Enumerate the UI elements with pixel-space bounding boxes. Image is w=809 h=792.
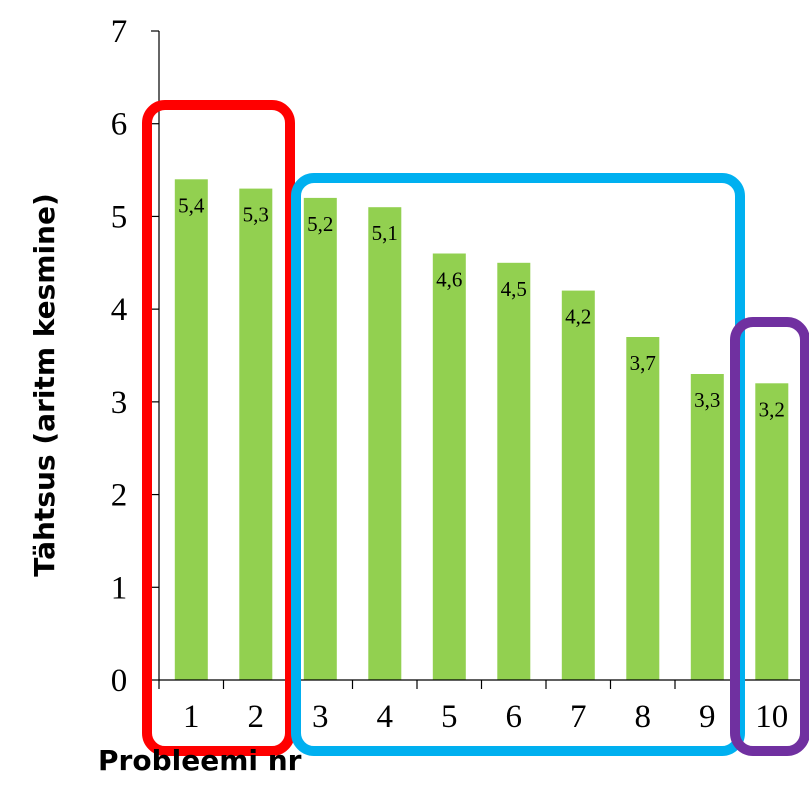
y-tick-labels: 0 1 2 3 4 5 6 7 [111, 14, 128, 699]
x-tick-label-3: 3 [312, 699, 329, 735]
data-label-9: 3,3 [694, 388, 720, 412]
bar-2 [239, 188, 273, 680]
bar-4 [368, 207, 402, 680]
x-tick-label-7: 7 [570, 699, 587, 735]
data-label-7: 4,2 [565, 305, 591, 329]
y-tick-label-6: 6 [111, 107, 128, 143]
x-axis-title: Probleemi nr [98, 744, 302, 777]
x-tick-label-9: 9 [699, 699, 716, 735]
x-tick-label-6: 6 [506, 699, 523, 735]
x-tick-label-4: 4 [377, 699, 394, 735]
y-tick-label-2: 2 [111, 478, 128, 514]
group-box-3 [730, 317, 809, 756]
data-label-6: 4,5 [501, 277, 527, 301]
y-tick-label-5: 5 [111, 199, 128, 235]
data-label-8: 3,7 [630, 351, 656, 375]
y-axis-title: Tähtsus (aritm kesmine) [28, 193, 61, 577]
x-tick-label-2: 2 [248, 699, 265, 735]
bar-5 [432, 253, 466, 680]
bar-1 [174, 179, 208, 681]
bar-7 [561, 290, 595, 680]
data-label-3: 5,2 [307, 212, 333, 236]
x-tick-label-8: 8 [635, 699, 652, 735]
data-label-1: 5,4 [178, 193, 205, 217]
bar-9 [690, 374, 724, 680]
y-tick-label-3: 3 [111, 385, 128, 421]
bars-layer [174, 179, 789, 681]
data-label-2: 5,3 [243, 203, 269, 227]
y-tick-label-4: 4 [111, 292, 128, 328]
data-labels-layer: 5,4 5,3 5,2 5,1 4,6 4,5 4,2 3,7 3,3 3,2 [178, 193, 785, 421]
data-label-5: 4,6 [436, 268, 462, 292]
y-tick-label-7: 7 [111, 14, 128, 50]
data-label-10: 3,2 [759, 397, 785, 421]
data-label-4: 5,1 [372, 221, 398, 245]
bar-10 [755, 383, 789, 680]
x-tick-label-1: 1 [183, 699, 200, 735]
y-tick-label-0: 0 [111, 663, 128, 699]
x-tick-label-5: 5 [441, 699, 458, 735]
y-tick-label-1: 1 [111, 570, 128, 606]
group-box-1 [142, 100, 295, 756]
x-tick-labels: 1 2 3 4 5 6 7 8 9 10 [183, 699, 788, 735]
x-tick-label-10: 10 [755, 699, 788, 735]
group-highlight-boxes [142, 100, 809, 756]
bar-8 [626, 337, 660, 680]
bar-6 [497, 262, 531, 680]
bar-3 [303, 197, 337, 680]
